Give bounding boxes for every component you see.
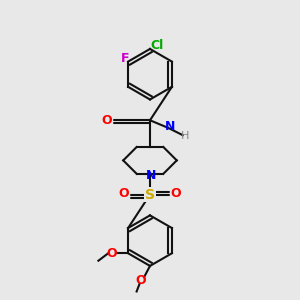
Text: H: H: [181, 131, 189, 141]
Text: S: S: [145, 188, 155, 202]
Text: O: O: [106, 247, 117, 260]
Text: O: O: [136, 274, 146, 287]
Text: O: O: [119, 187, 130, 200]
Text: O: O: [102, 114, 112, 127]
Text: N: N: [146, 169, 157, 182]
Text: N: N: [165, 120, 175, 133]
Text: Cl: Cl: [151, 40, 164, 52]
Text: O: O: [170, 187, 181, 200]
Text: F: F: [121, 52, 129, 65]
